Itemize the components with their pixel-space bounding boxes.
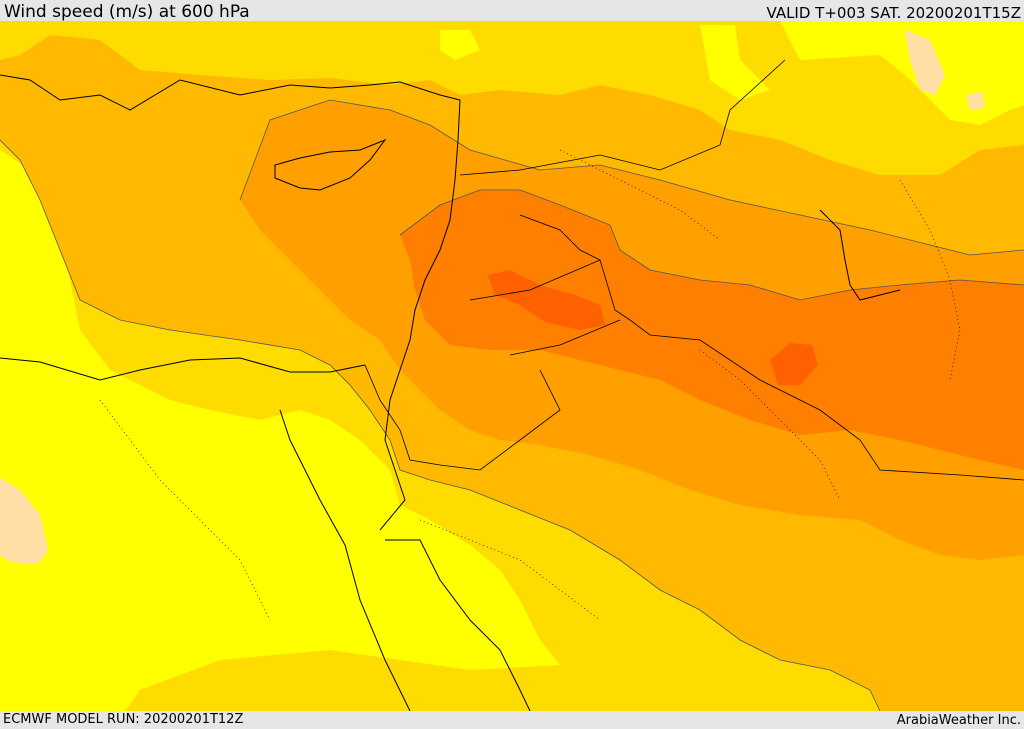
band-1-patch-ne bbox=[780, 21, 1024, 125]
model-run-label: ECMWF MODEL RUN: 20200201T12Z bbox=[3, 712, 244, 727]
credit-label: ArabiaWeather Inc. bbox=[896, 713, 1021, 728]
wind-speed-map-svg bbox=[0, 21, 1024, 711]
band-6-core-jordan bbox=[488, 270, 605, 330]
coastlines bbox=[0, 74, 901, 711]
admin-lines bbox=[99, 149, 961, 621]
calm-patch-west bbox=[0, 478, 48, 564]
calm-patch-ne-2 bbox=[966, 92, 985, 110]
contour-band-3 bbox=[0, 139, 881, 711]
band-1-patch-north bbox=[440, 30, 480, 60]
calm-patch-ne bbox=[905, 30, 945, 95]
wind-speed-map bbox=[0, 21, 1024, 711]
contour-band-4 bbox=[239, 99, 1024, 256]
band-1-patch-west bbox=[0, 150, 140, 385]
map-title: Wind speed (m/s) at 600 hPa bbox=[4, 2, 250, 22]
header-bar: Wind speed (m/s) at 600 hPa VALID T+003 … bbox=[0, 0, 1024, 22]
band-6-core-iraq bbox=[770, 343, 818, 385]
footer-bar: ECMWF MODEL RUN: 20200201T12Z ArabiaWeat… bbox=[0, 711, 1024, 729]
band-5-region bbox=[400, 190, 1024, 470]
contour-band-5 bbox=[399, 189, 1024, 301]
borders bbox=[364, 59, 1024, 481]
band-1-patch-north-2 bbox=[700, 25, 770, 100]
valid-time-label: VALID T+003 SAT. 20200201T15Z bbox=[766, 4, 1021, 22]
